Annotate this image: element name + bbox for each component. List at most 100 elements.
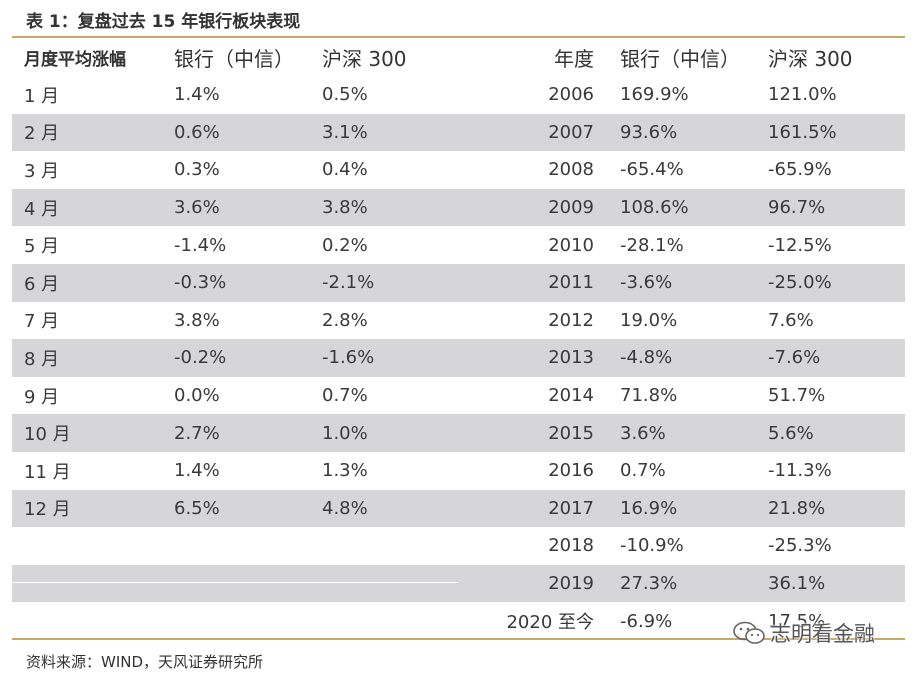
table-row: 2018 -10.9% -25.3% <box>12 527 905 565</box>
year-hs300-cell: 121.0% <box>768 84 837 106</box>
month-hs300-cell: 0.5% <box>322 84 368 106</box>
year-bank-cell: 16.9% <box>620 497 678 519</box>
year-hs300-cell: 7.6% <box>768 309 814 331</box>
watermark: 志明看金融 <box>732 618 875 648</box>
table-title: 表 1：复盘过去 15 年银行板块表现 <box>26 12 301 32</box>
month-cell: 6 月 <box>24 273 60 295</box>
year-cell: 2014 <box>548 385 594 407</box>
year-bank-cell: -65.4% <box>620 159 684 181</box>
month-bank-cell: 6.5% <box>174 497 220 519</box>
month-hs300-cell: 2.8% <box>322 309 368 331</box>
month-bank-cell: 2.7% <box>174 422 220 444</box>
year-bank-cell: 0.7% <box>620 460 666 482</box>
table-row: 11 月 1.4% 1.3% 2016 0.7% -11.3% <box>12 452 905 490</box>
month-hs300-cell: -2.1% <box>322 272 375 294</box>
year-hs300-cell: -25.0% <box>768 272 832 294</box>
month-hs300-cell: 3.8% <box>322 197 368 219</box>
year-cell: 2013 <box>548 347 594 369</box>
year-bank-cell: -10.9% <box>620 535 684 557</box>
source-note: 资料来源：WIND，天风证券研究所 <box>26 653 264 671</box>
year-cell: 2010 <box>548 234 594 256</box>
month-cell: 11 月 <box>24 461 71 483</box>
row-divider <box>12 582 458 583</box>
month-hs300-cell: 0.4% <box>322 159 368 181</box>
header-hs300: 沪深 300 <box>322 46 407 71</box>
table-row: 9 月 0.0% 0.7% 2014 71.8% 51.7% <box>12 377 905 415</box>
table-row: 7 月 3.8% 2.8% 2012 19.0% 7.6% <box>12 302 905 340</box>
month-cell: 9 月 <box>24 386 60 408</box>
month-cell: 3 月 <box>24 160 60 182</box>
month-cell: 5 月 <box>24 236 60 258</box>
header-year: 年度 <box>554 46 594 71</box>
month-hs300-cell: 1.3% <box>322 460 368 482</box>
top-rule <box>12 36 905 38</box>
table-row: 5 月 -1.4% 0.2% 2010 -28.1% -12.5% <box>12 226 905 264</box>
year-cell: 2016 <box>548 460 594 482</box>
month-bank-cell: 0.3% <box>174 159 220 181</box>
year-hs300-cell: 96.7% <box>768 197 826 219</box>
month-hs300-cell: 4.8% <box>322 497 368 519</box>
performance-table: 月度平均涨幅 银行（中信） 沪深 300 年度 银行（中信） 沪深 300 1 … <box>12 38 905 640</box>
year-bank-cell: 108.6% <box>620 197 689 219</box>
year-hs300-cell: -7.6% <box>768 347 821 369</box>
month-bank-cell: -1.4% <box>174 234 227 256</box>
month-cell: 4 月 <box>24 198 60 220</box>
year-hs300-cell: 51.7% <box>768 385 826 407</box>
month-bank-cell: 0.0% <box>174 385 220 407</box>
month-cell: 7 月 <box>24 311 60 333</box>
table-row: 8 月 -0.2% -1.6% 2013 -4.8% -7.6% <box>12 339 905 377</box>
month-hs300-cell: 0.7% <box>322 385 368 407</box>
table-row: 6 月 -0.3% -2.1% 2011 -3.6% -25.0% <box>12 263 905 302</box>
year-hs300-cell: -25.3% <box>768 535 832 557</box>
month-hs300-cell: 3.1% <box>322 121 368 143</box>
year-cell: 2017 <box>548 497 594 519</box>
year-hs300-cell: 161.5% <box>768 121 837 143</box>
watermark-text: 志明看金融 <box>770 622 875 646</box>
month-hs300-cell: 0.2% <box>322 234 368 256</box>
year-cell: 2006 <box>548 84 594 106</box>
month-bank-cell: 3.6% <box>174 197 220 219</box>
table-row: 12 月 6.5% 4.8% 2017 16.9% 21.8% <box>12 489 905 528</box>
header-bank: 银行（中信） <box>174 46 294 71</box>
table-row: 3 月 0.3% 0.4% 2008 -65.4% -65.9% <box>12 151 905 189</box>
year-hs300-cell: 36.1% <box>768 573 826 595</box>
year-bank-cell: 19.0% <box>620 309 678 331</box>
month-bank-cell: -0.3% <box>174 272 227 294</box>
year-hs300-cell: -12.5% <box>768 234 832 256</box>
year-bank-cell: 27.3% <box>620 573 678 595</box>
table-row: 2 月 0.6% 3.1% 2007 93.6% 161.5% <box>12 113 905 152</box>
year-cell: 2020 至今 <box>506 612 594 634</box>
year-cell: 2011 <box>548 272 594 294</box>
wechat-icon <box>733 621 765 644</box>
year-bank-cell: 93.6% <box>620 121 678 143</box>
year-bank-cell: -4.8% <box>620 347 673 369</box>
month-cell: 10 月 <box>24 424 71 446</box>
table-row: 10 月 2.7% 1.0% 2015 3.6% 5.6% <box>12 414 905 452</box>
year-hs300-cell: -65.9% <box>768 159 832 181</box>
header-monthly: 月度平均涨幅 <box>24 49 126 70</box>
month-bank-cell: 0.6% <box>174 121 220 143</box>
year-cell: 2015 <box>548 422 594 444</box>
year-hs300-cell: 21.8% <box>768 497 826 519</box>
year-bank-cell: 71.8% <box>620 385 678 407</box>
table-row: 1 月 1.4% 0.5% 2006 169.9% 121.0% <box>12 76 905 114</box>
header-hs300-annual: 沪深 300 <box>768 46 853 71</box>
year-bank-cell: 3.6% <box>620 422 666 444</box>
month-bank-cell: 1.4% <box>174 460 220 482</box>
table-row: 2019 27.3% 36.1% <box>12 564 905 603</box>
month-cell: 8 月 <box>24 348 60 370</box>
month-bank-cell: 1.4% <box>174 84 220 106</box>
table-header-row: 月度平均涨幅 银行（中信） 沪深 300 年度 银行（中信） 沪深 300 <box>12 38 905 76</box>
year-cell: 2009 <box>548 197 594 219</box>
year-cell: 2018 <box>548 535 594 557</box>
year-bank-cell: -3.6% <box>620 272 673 294</box>
year-cell: 2019 <box>548 573 594 595</box>
month-hs300-cell: 1.0% <box>322 422 368 444</box>
month-cell: 1 月 <box>24 85 60 107</box>
year-bank-cell: -28.1% <box>620 234 684 256</box>
bottom-rule <box>12 638 905 640</box>
month-cell: 2 月 <box>24 123 60 145</box>
month-hs300-cell: -1.6% <box>322 347 375 369</box>
month-bank-cell: 3.8% <box>174 309 220 331</box>
year-hs300-cell: -11.3% <box>768 460 832 482</box>
